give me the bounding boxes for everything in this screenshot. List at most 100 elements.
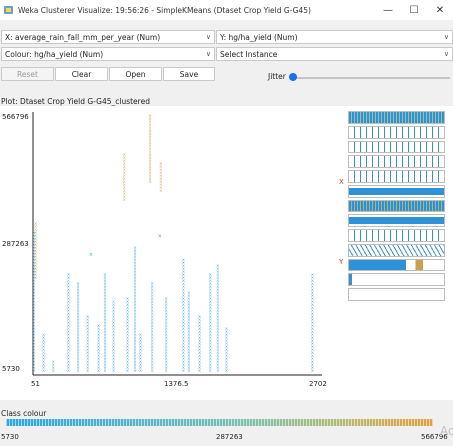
data-point[interactable]: × — [34, 269, 37, 274]
data-point[interactable]: × — [198, 341, 201, 346]
data-point[interactable]: × — [311, 296, 314, 301]
save-button[interactable]: Save — [163, 67, 215, 81]
data-point[interactable]: × — [216, 311, 219, 316]
data-point[interactable]: × — [311, 293, 314, 298]
data-point[interactable]: × — [187, 362, 190, 367]
data-point-column[interactable]: ××××××××××××××××××× — [34, 221, 37, 280]
data-point[interactable]: × — [216, 296, 219, 301]
data-point[interactable]: × — [34, 248, 37, 253]
data-point[interactable]: × — [133, 278, 136, 283]
data-point[interactable]: × — [97, 356, 100, 361]
data-point[interactable]: × — [34, 221, 37, 226]
data-point[interactable]: × — [311, 305, 314, 310]
data-point[interactable]: × — [86, 323, 89, 328]
data-point[interactable]: × — [187, 368, 190, 373]
data-point-column[interactable]: ×××××××××××××××××××××××× — [112, 299, 115, 373]
data-point[interactable]: × — [182, 323, 185, 328]
data-point[interactable]: × — [159, 164, 162, 169]
y-axis-select[interactable]: Y: hg/ha_yield (Num) ∨ — [216, 30, 453, 44]
data-point[interactable]: × — [133, 293, 136, 298]
data-point[interactable]: × — [187, 320, 190, 325]
data-point-column[interactable]: ××××××××××××××××××××××× — [148, 113, 151, 184]
data-point[interactable]: × — [187, 365, 190, 370]
data-point[interactable]: × — [123, 188, 126, 193]
data-point[interactable]: × — [67, 293, 70, 298]
data-point-column[interactable]: ××××××××××××××××××××××××××××××××× — [67, 272, 70, 373]
data-point[interactable]: × — [182, 365, 185, 370]
data-point[interactable]: × — [32, 326, 35, 331]
data-point[interactable]: × — [123, 182, 126, 187]
data-point[interactable]: × — [187, 338, 190, 343]
data-point[interactable]: × — [86, 359, 89, 364]
data-point[interactable]: × — [86, 368, 89, 373]
data-point[interactable]: × — [86, 329, 89, 334]
data-point[interactable]: × — [209, 332, 212, 337]
data-point[interactable]: × — [133, 338, 136, 343]
data-point[interactable]: × — [216, 329, 219, 334]
data-point[interactable]: × — [67, 341, 70, 346]
data-point[interactable]: × — [34, 266, 37, 271]
data-point[interactable]: × — [97, 326, 100, 331]
data-point[interactable]: × — [103, 323, 106, 328]
data-point[interactable]: × — [209, 320, 212, 325]
data-point[interactable]: × — [133, 311, 136, 316]
data-point[interactable]: × — [112, 323, 115, 328]
data-point[interactable]: × — [139, 356, 142, 361]
data-point[interactable]: × — [165, 344, 168, 349]
data-point[interactable]: × — [139, 344, 142, 349]
data-point[interactable]: × — [198, 323, 201, 328]
data-point[interactable]: × — [151, 290, 154, 295]
data-point[interactable]: × — [67, 359, 70, 364]
data-point[interactable]: × — [32, 317, 35, 322]
data-point[interactable]: × — [133, 305, 136, 310]
data-point[interactable]: × — [133, 326, 136, 331]
data-point[interactable]: × — [216, 359, 219, 364]
data-point[interactable]: × — [216, 299, 219, 304]
data-point[interactable]: × — [159, 182, 162, 187]
data-point[interactable]: × — [97, 353, 100, 358]
data-point[interactable]: × — [123, 167, 126, 172]
jitter-slider-track[interactable] — [290, 77, 450, 79]
data-point[interactable]: × — [139, 359, 142, 364]
data-point[interactable]: × — [32, 272, 35, 277]
data-point[interactable]: × — [32, 344, 35, 349]
data-point[interactable]: × — [133, 251, 136, 256]
data-point[interactable]: × — [187, 314, 190, 319]
data-point[interactable]: × — [187, 359, 190, 364]
data-point[interactable]: × — [151, 296, 154, 301]
data-point[interactable]: × — [148, 131, 151, 136]
data-point[interactable]: × — [187, 347, 190, 352]
data-point[interactable]: × — [209, 296, 212, 301]
data-point[interactable]: × — [311, 347, 314, 352]
data-point[interactable]: × — [209, 350, 212, 355]
data-point[interactable]: × — [216, 368, 219, 373]
data-point[interactable]: × — [151, 284, 154, 289]
data-point[interactable]: × — [86, 335, 89, 340]
data-point[interactable]: × — [182, 320, 185, 325]
data-point[interactable]: × — [165, 368, 168, 373]
data-point[interactable]: × — [187, 353, 190, 358]
data-point[interactable]: × — [151, 287, 154, 292]
data-point[interactable]: × — [103, 326, 106, 331]
data-point[interactable]: × — [123, 155, 126, 160]
data-point[interactable]: × — [133, 332, 136, 337]
data-point[interactable]: × — [112, 308, 115, 313]
data-point[interactable]: × — [182, 302, 185, 307]
data-point[interactable]: × — [151, 329, 154, 334]
data-point[interactable]: × — [139, 365, 142, 370]
data-point[interactable]: × — [187, 308, 190, 313]
data-point[interactable]: × — [216, 263, 219, 268]
data-point[interactable]: × — [182, 290, 185, 295]
data-point[interactable]: × — [133, 356, 136, 361]
data-point[interactable]: × — [225, 356, 228, 361]
data-point[interactable]: × — [42, 341, 45, 346]
data-point[interactable]: × — [182, 359, 185, 364]
data-point[interactable]: × — [133, 347, 136, 352]
data-point[interactable]: × — [112, 320, 115, 325]
data-point[interactable]: × — [148, 113, 151, 118]
data-point[interactable]: × — [67, 317, 70, 322]
data-point[interactable]: × — [67, 284, 70, 289]
data-point[interactable]: × — [42, 365, 45, 370]
data-point[interactable]: × — [103, 290, 106, 295]
data-point[interactable]: × — [209, 275, 212, 280]
